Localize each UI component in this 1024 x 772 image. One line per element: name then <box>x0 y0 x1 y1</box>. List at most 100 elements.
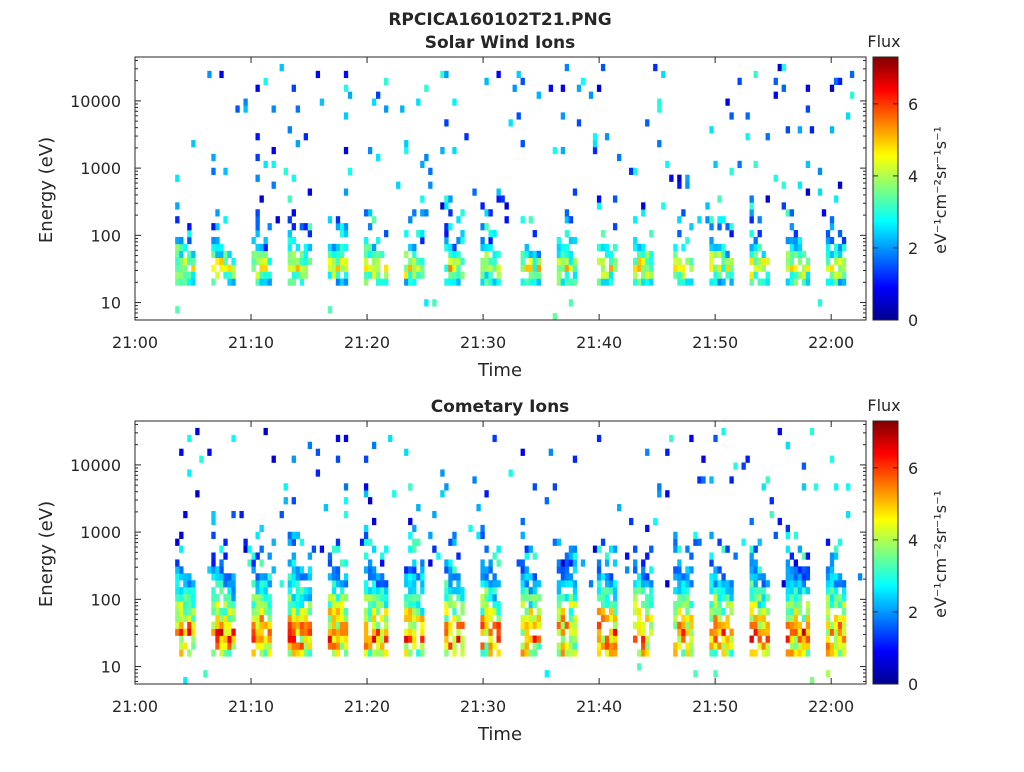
heatmap-cell <box>556 607 562 616</box>
heatmap-cell <box>307 607 313 616</box>
heatmap-cell <box>384 271 389 279</box>
heatmap-cell <box>339 580 345 588</box>
heatmap-cell <box>793 230 799 238</box>
heatmap-cell <box>596 642 602 650</box>
heatmap-cell <box>227 621 232 629</box>
heatmap-cell <box>793 573 799 581</box>
heatmap-cell <box>412 257 417 265</box>
heatmap-cell <box>789 223 795 231</box>
heatmap-cell <box>223 573 228 581</box>
heatmap-cell <box>785 635 790 643</box>
heatmap-cell <box>219 587 224 595</box>
heatmap-cell <box>424 153 429 162</box>
heatmap-cell <box>327 594 333 602</box>
heatmap-cell <box>219 621 224 629</box>
heatmap-cell <box>187 257 192 265</box>
heatmap-cell <box>492 434 497 443</box>
heatmap-cell <box>215 600 220 609</box>
colorbar-tick-label: 6 <box>908 95 918 114</box>
heatmap-cell <box>797 628 803 636</box>
heatmap-cell <box>488 642 493 650</box>
heatmap-cell <box>805 628 811 636</box>
heatmap-cell <box>641 587 646 595</box>
heatmap-cell <box>612 628 618 636</box>
heatmap-cell <box>588 91 594 99</box>
heatmap-cell <box>600 243 606 252</box>
heatmap-cell <box>363 209 369 217</box>
heatmap-cell <box>199 455 204 463</box>
heatmap-cell <box>183 278 188 286</box>
heatmap-cell <box>600 538 606 546</box>
heatmap-cell <box>857 573 863 581</box>
heatmap-cell <box>596 278 602 286</box>
heatmap-cell <box>476 504 481 512</box>
heatmap-cell <box>825 278 831 286</box>
heatmap-cell <box>375 250 381 259</box>
heatmap-cell <box>335 250 341 259</box>
heatmap-cell <box>633 216 638 224</box>
heatmap-cell <box>528 594 533 602</box>
heatmap-cell <box>263 278 268 286</box>
heatmap-cell <box>641 566 646 574</box>
heatmap-cell <box>219 614 224 623</box>
heatmap-cell <box>612 600 618 609</box>
heatmap-cell <box>251 600 256 609</box>
heatmap-cell <box>444 223 449 231</box>
heatmap-cell <box>412 271 417 279</box>
heatmap-cell <box>371 250 377 259</box>
heatmap-cell <box>432 545 437 553</box>
heatmap-cell <box>765 133 770 141</box>
heatmap-cell <box>331 271 337 279</box>
heatmap-cell <box>175 216 180 224</box>
heatmap-cell <box>693 670 698 678</box>
heatmap-cell <box>331 250 337 259</box>
heatmap-cell <box>299 621 304 629</box>
heatmap-cell <box>789 621 795 629</box>
heatmap-cell <box>572 614 578 623</box>
heatmap-cell <box>456 216 461 224</box>
heatmap-cell <box>496 250 501 259</box>
heatmap-cell <box>713 649 718 657</box>
heatmap-cell <box>420 614 425 623</box>
heatmap-cell <box>448 594 453 602</box>
panel-title: Solar Wind Ions <box>425 33 576 53</box>
heatmap-cell <box>367 607 373 616</box>
heatmap-cell <box>841 594 847 602</box>
heatmap-cell <box>363 250 369 259</box>
heatmap-cell <box>753 566 758 574</box>
heatmap-cell <box>187 621 192 629</box>
heatmap-cell <box>729 635 734 643</box>
heatmap-cell <box>303 264 309 272</box>
heatmap-cell <box>829 621 835 629</box>
heatmap-cell <box>829 573 835 581</box>
heatmap-cell <box>837 580 843 588</box>
heatmap-cell <box>528 573 533 581</box>
heatmap-cell <box>612 559 618 567</box>
heatmap-cell <box>556 236 562 245</box>
heatmap-cell <box>343 635 349 643</box>
heatmap-cell <box>343 628 349 636</box>
heatmap-cell <box>801 264 807 272</box>
heatmap-cell <box>231 600 236 609</box>
heatmap-cell <box>339 230 345 238</box>
heatmap-cell <box>279 63 284 72</box>
heatmap-cell <box>588 580 594 588</box>
heatmap-cell <box>363 531 369 539</box>
heatmap-cell <box>805 642 811 650</box>
heatmap-cell <box>223 594 228 602</box>
heatmap-cell <box>175 600 180 609</box>
heatmap-cell <box>255 580 260 588</box>
heatmap-cell <box>400 105 405 113</box>
heatmap-cell <box>524 642 529 650</box>
heatmap-cell <box>673 538 678 546</box>
heatmap-cell <box>223 621 228 629</box>
heatmap-cell <box>375 153 381 162</box>
heatmap-cell <box>729 257 734 265</box>
heatmap-cell <box>681 573 686 581</box>
heatmap-cell <box>215 566 220 574</box>
heatmap-cell <box>347 91 353 99</box>
heatmap-cell <box>765 278 770 286</box>
heatmap-cell <box>560 628 566 636</box>
heatmap-cell <box>805 566 811 574</box>
heatmap-cell <box>685 600 690 609</box>
